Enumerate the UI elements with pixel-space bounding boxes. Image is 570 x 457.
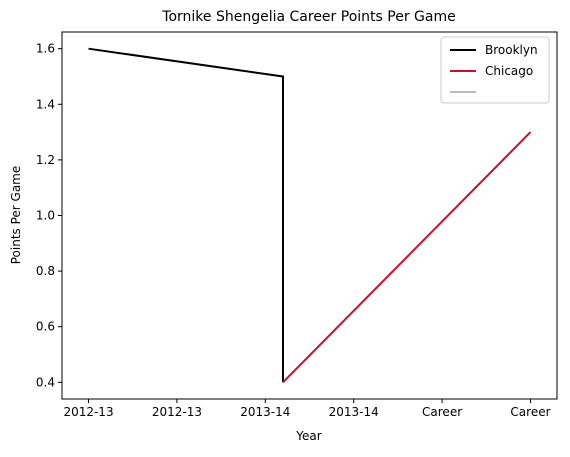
x-tick-label: 2012-13 [152, 405, 202, 419]
y-tick-label: 0.4 [36, 375, 55, 389]
legend: Brooklyn Chicago [440, 36, 550, 104]
y-tick-label: 0.6 [36, 320, 55, 334]
y-tick-label: 0.8 [36, 264, 55, 278]
x-axis-label: Year [295, 429, 321, 443]
y-tick-label: 1.4 [36, 97, 55, 111]
x-tick-label: 2013-14 [240, 405, 290, 419]
plot-area: 2012-13 2012-13 2013-14 2013-14 Career Career… [36, 31, 558, 419]
legend-label: Chicago [485, 64, 533, 78]
x-tick-label: Career [510, 405, 550, 419]
legend-label: Brooklyn [485, 43, 538, 57]
series-line-chicago [282, 131, 532, 384]
x-tick-label: Career [422, 405, 462, 419]
y-axis-label: Points Per Game [9, 166, 23, 265]
chart-title: Tornike Shengelia Career Points Per Game [161, 9, 455, 25]
y-tick-label: 1.6 [36, 42, 55, 56]
y-tick-label: 1.2 [36, 153, 55, 167]
x-tick-label: 2012-13 [63, 405, 113, 419]
series-line-brooklyn [88, 47, 284, 383]
legend-box [440, 36, 550, 104]
x-tick-label: 2013-14 [329, 405, 379, 419]
y-tick-label: 1.0 [36, 209, 55, 223]
